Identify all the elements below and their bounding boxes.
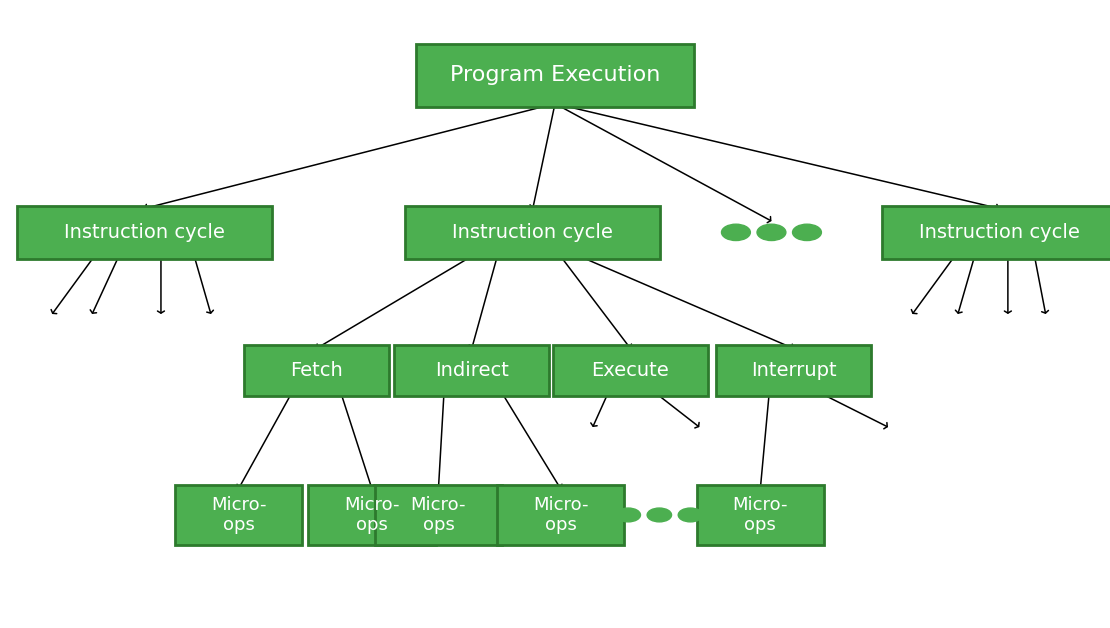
Text: Micro-
ops: Micro- ops xyxy=(344,495,400,534)
Text: Micro-
ops: Micro- ops xyxy=(411,495,466,534)
FancyBboxPatch shape xyxy=(175,485,302,544)
FancyBboxPatch shape xyxy=(394,345,549,396)
Circle shape xyxy=(722,224,750,241)
FancyBboxPatch shape xyxy=(416,44,694,107)
Text: Instruction cycle: Instruction cycle xyxy=(453,223,613,242)
Circle shape xyxy=(793,224,821,241)
Circle shape xyxy=(647,508,672,522)
FancyBboxPatch shape xyxy=(497,485,624,544)
Text: Indirect: Indirect xyxy=(435,361,508,380)
FancyBboxPatch shape xyxy=(697,485,824,544)
Text: Execute: Execute xyxy=(592,361,669,380)
FancyBboxPatch shape xyxy=(716,345,871,396)
Text: Instruction cycle: Instruction cycle xyxy=(64,223,224,242)
FancyBboxPatch shape xyxy=(405,206,660,259)
FancyBboxPatch shape xyxy=(882,206,1110,259)
FancyBboxPatch shape xyxy=(553,345,708,396)
FancyBboxPatch shape xyxy=(17,206,272,259)
Text: Program Execution: Program Execution xyxy=(450,65,660,85)
FancyBboxPatch shape xyxy=(309,485,435,544)
Circle shape xyxy=(616,508,640,522)
Text: Fetch: Fetch xyxy=(290,361,343,380)
FancyBboxPatch shape xyxy=(244,345,388,396)
Circle shape xyxy=(757,224,786,241)
Text: Interrupt: Interrupt xyxy=(750,361,837,380)
Text: Instruction cycle: Instruction cycle xyxy=(919,223,1079,242)
Circle shape xyxy=(678,508,703,522)
Text: Micro-
ops: Micro- ops xyxy=(733,495,788,534)
Text: Micro-
ops: Micro- ops xyxy=(211,495,266,534)
Text: Micro-
ops: Micro- ops xyxy=(533,495,588,534)
FancyBboxPatch shape xyxy=(375,485,502,544)
